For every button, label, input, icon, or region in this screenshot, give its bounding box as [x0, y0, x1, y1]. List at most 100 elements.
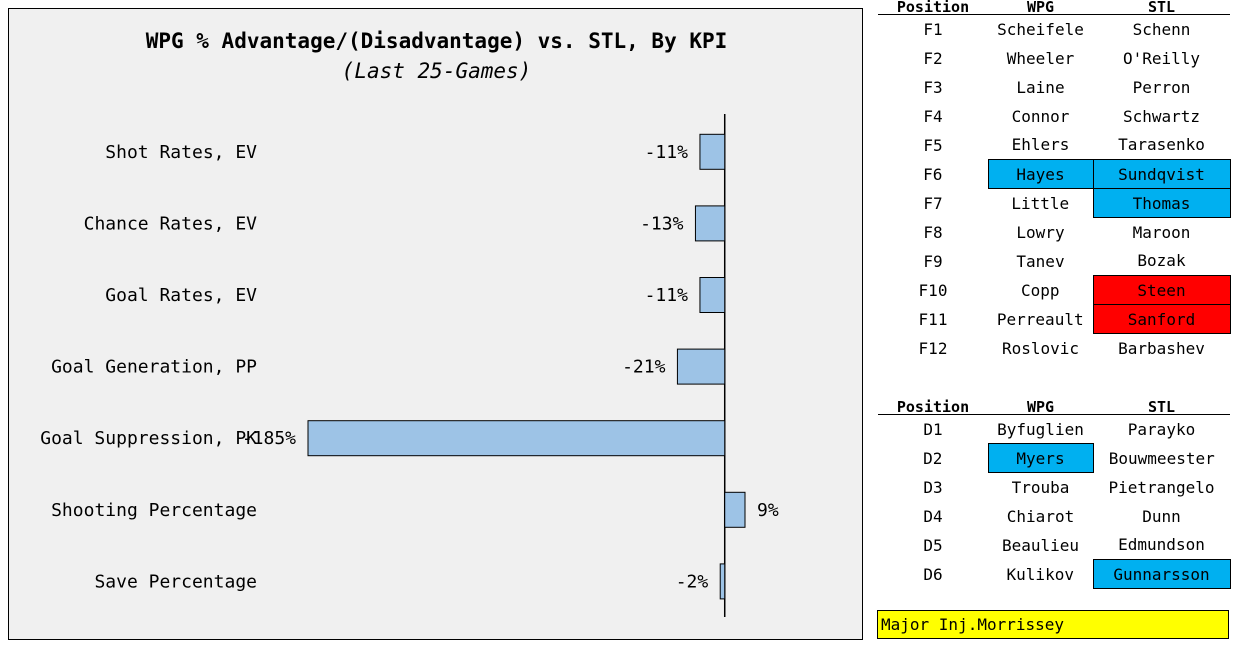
wpg-player-cell: Trouba	[1011, 477, 1070, 497]
forwards-row: F12 Roslovic Barbashev	[878, 334, 1230, 363]
data-label: -11%	[645, 285, 689, 306]
wpg-player-cell: Roslovic	[1001, 338, 1080, 358]
data-label: -2%	[676, 571, 709, 592]
stl-player-cell: Tarasenko	[1118, 135, 1205, 155]
stl-player-cell: Sanford	[1092, 304, 1231, 334]
position-cell: F1	[923, 19, 943, 39]
wpg-player-cell: Ehlers	[1011, 135, 1070, 155]
bar-chart: Shot Rates, EV -11% Chance Rates, EV -13% Go…	[40, 114, 779, 617]
wpg-player-cell: Little	[1011, 193, 1070, 213]
forwards-row: F6 Hayes Sundqvist	[878, 159, 1231, 189]
wpg-player-cell: Wheeler	[1006, 48, 1075, 68]
defense-table: Position WPG STL D1 Byfuglien Parayko D2 Mye…	[878, 400, 1231, 589]
stl-player-cell: Parayko	[1127, 419, 1196, 439]
defense-row: D3 Trouba Pietrangelo	[878, 473, 1230, 502]
stl-player-cell: Edmundson	[1118, 535, 1205, 555]
category-label: Shot Rates, EV	[105, 142, 257, 163]
forwards-row: F10 Copp Steen	[878, 275, 1231, 305]
chart-panel: WPG % Advantage/(Disadvantage) vs. STL, …	[8, 8, 863, 640]
position-cell: D5	[923, 535, 943, 555]
defense-header-row: Position WPG STL	[878, 400, 1230, 415]
defense-roster: Position WPG STL D1 Byfuglien Parayko D2 Mye…	[878, 400, 1231, 589]
stl-player-cell: Bouwmeester	[1108, 448, 1215, 468]
position-cell: F10	[918, 280, 948, 300]
data-label: -11%	[645, 142, 689, 163]
position-cell: D3	[923, 477, 943, 497]
position-cell: D4	[923, 506, 943, 526]
wpg-player-cell: Perreault	[996, 309, 1084, 329]
forwards-roster: Position WPG STL F1 Scheifele Schenn F2 Whee…	[878, 0, 1231, 363]
wpg-player-cell: Byfuglien	[997, 419, 1084, 439]
position-cell: F5	[923, 135, 943, 155]
category-label: Goal Rates, EV	[105, 285, 257, 306]
category-label: Chance Rates, EV	[84, 213, 258, 234]
stl-player-cell: Barbashev	[1118, 338, 1205, 358]
category-label: Shooting Percentage	[51, 500, 257, 521]
stl-player-cell: Steen	[1092, 275, 1231, 305]
bar	[719, 563, 726, 600]
wpg-player-cell: Copp	[1020, 280, 1060, 300]
position-cell: F8	[923, 222, 943, 242]
forwards-row: F3 Laine Perron	[878, 73, 1230, 102]
position-cell: F9	[923, 251, 943, 271]
category-label: Goal Suppression, PK	[40, 428, 257, 449]
position-cell: F7	[923, 193, 943, 213]
forwards-row: F11 Perreault Sanford	[878, 304, 1231, 334]
forwards-header-row: Position WPG STL	[878, 0, 1230, 15]
wpg-player-cell: Tanev	[1016, 251, 1065, 271]
stl-player-cell: Pietrangelo	[1108, 477, 1215, 497]
wpg-player-cell: Connor	[1011, 106, 1070, 126]
position-cell: D6	[923, 564, 943, 584]
bar	[676, 348, 726, 385]
wpg-player-cell: Lowry	[1016, 222, 1065, 242]
stl-player-cell: Schenn	[1132, 19, 1191, 39]
stl-player-cell: Dunn	[1142, 506, 1181, 526]
defense-row: D6 Kulikov Gunnarsson	[878, 559, 1231, 589]
bar	[699, 277, 726, 313]
forwards-row: F7 Little Thomas	[878, 188, 1231, 218]
defense-row: D1 Byfuglien Parayko	[878, 415, 1230, 444]
wpg-player-cell: Chiarot	[1006, 506, 1075, 526]
stl-player-cell: Maroon	[1132, 222, 1191, 242]
category-label: Save Percentage	[94, 571, 257, 592]
data-label: -185%	[242, 428, 296, 449]
wpg-player-cell: Scheifele	[997, 19, 1084, 39]
forwards-row: F2 Wheeler O'Reilly	[878, 44, 1230, 73]
chart-subtitle: (Last 25-Games)	[341, 59, 532, 83]
forwards-row: F8 Lowry Maroon	[878, 218, 1230, 247]
bar	[724, 491, 746, 528]
defense-row: D5 Beaulieu Edmundson	[878, 531, 1230, 560]
wpg-player-cell: Kulikov	[1006, 564, 1074, 584]
stl-player-cell: Schwartz	[1122, 106, 1201, 126]
stl-header: STL	[1093, 0, 1230, 15]
wpg-player-cell: Hayes	[987, 159, 1094, 189]
forwards-row: F5 Ehlers Tarasenko	[878, 131, 1230, 160]
data-label: -21%	[622, 357, 666, 378]
stl-player-cell: Gunnarsson	[1092, 559, 1231, 589]
defense-row: D4 Chiarot Dunn	[878, 502, 1230, 531]
position-cell: F4	[923, 106, 943, 126]
forwards-table: Position WPG STL F1 Scheifele Schenn F2 Whee…	[878, 0, 1231, 363]
wpg-header: WPG	[988, 400, 1093, 415]
bar	[694, 205, 726, 242]
injury-note: Major Inj.Morrissey	[877, 610, 1229, 639]
stl-player-cell: Bozak	[1137, 251, 1186, 271]
data-label: -13%	[640, 213, 684, 234]
data-label: 9%	[757, 500, 779, 521]
stl-player-cell: Perron	[1132, 77, 1191, 97]
position-cell: D2	[923, 448, 943, 468]
forwards-row: F4 Connor Schwartz	[878, 102, 1230, 131]
position-header: Position	[878, 0, 988, 15]
stl-header: STL	[1093, 400, 1230, 415]
wpg-player-cell: Laine	[1016, 77, 1065, 97]
wpg-player-cell: Myers	[987, 443, 1094, 473]
forwards-row: F9 Tanev Bozak	[878, 247, 1230, 276]
position-header: Position	[878, 400, 988, 415]
position-cell: F2	[923, 48, 943, 68]
bar	[699, 133, 726, 170]
wpg-player-cell: Beaulieu	[1001, 535, 1080, 555]
position-cell: F3	[923, 77, 943, 97]
chart-title: WPG % Advantage/(Disadvantage) vs. STL, …	[145, 29, 728, 53]
position-cell: F6	[923, 164, 943, 184]
position-cell: D1	[923, 419, 943, 439]
